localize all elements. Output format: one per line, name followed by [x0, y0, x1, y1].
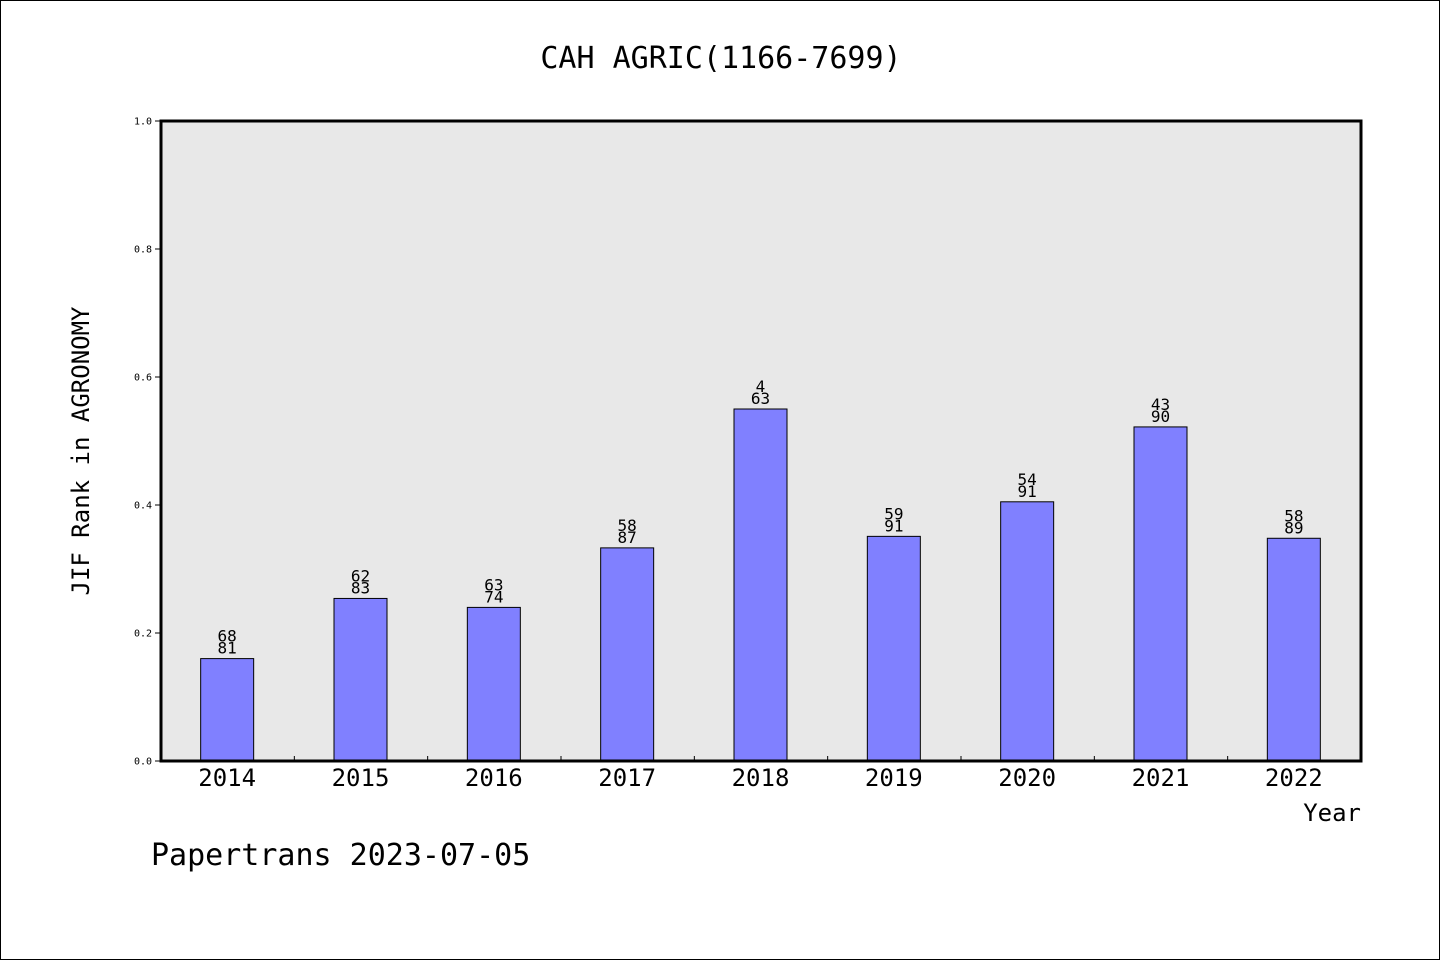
bar-2017 [600, 547, 655, 762]
y-axis-label: JIF Rank in AGRONOMY [67, 306, 95, 596]
bar-2015 [333, 597, 388, 762]
x-tick-label: 2016 [465, 764, 523, 792]
y-tick-label: 0.8 [134, 245, 152, 256]
x-tick-label: 2014 [198, 764, 256, 792]
x-tick-label: 2017 [598, 764, 656, 792]
bar-2020 [1000, 501, 1055, 762]
data-label-total: 87 [618, 528, 637, 547]
plot-border [159, 119, 1363, 763]
data-label-total: 91 [884, 516, 903, 535]
data-label-total: 91 [1018, 482, 1037, 501]
chart-title: CAH AGRIC(1166-7699) [540, 41, 901, 76]
data-label-rank: 58 [1284, 506, 1303, 525]
data-label-rank: 54 [1018, 470, 1037, 489]
data-label-rank: 63 [484, 575, 503, 594]
x-tick-label: 2021 [1132, 764, 1190, 792]
data-label-rank: 4 [756, 377, 766, 396]
y-tick-label: 0.2 [134, 629, 152, 640]
data-label-total: 90 [1151, 407, 1170, 426]
y-tick-label: 0.0 [134, 757, 152, 768]
y-tick-label: 1.0 [134, 117, 152, 128]
y-tick-label: 0.6 [134, 373, 152, 384]
x-tick-label: 2015 [332, 764, 390, 792]
x-tick-label: 2020 [998, 764, 1056, 792]
data-label-total: 83 [351, 578, 370, 597]
x-tick-label: 2018 [732, 764, 790, 792]
x-tick-label: 2022 [1265, 764, 1323, 792]
bar-2018 [733, 408, 788, 762]
y-tick-label: 0.4 [134, 501, 152, 512]
data-label-rank: 58 [618, 516, 637, 535]
bar-2022 [1266, 537, 1321, 762]
data-label-rank: 68 [218, 627, 237, 646]
bar-2016 [466, 606, 521, 762]
bar-2021 [1133, 426, 1188, 762]
footer-source: Papertrans 2023-07-05 [151, 838, 530, 873]
data-label-total: 74 [484, 587, 503, 606]
x-tick-label: 2019 [865, 764, 923, 792]
bar-2019 [866, 535, 921, 762]
bar-2014 [200, 658, 255, 762]
data-label-total: 81 [218, 639, 237, 658]
x-axis-label: Year [1303, 799, 1361, 827]
data-label-total: 89 [1284, 518, 1303, 537]
data-label-rank: 62 [351, 566, 370, 585]
data-label-rank: 43 [1151, 395, 1170, 414]
data-label-rank: 59 [884, 504, 903, 523]
data-label-total: 63 [751, 389, 770, 408]
